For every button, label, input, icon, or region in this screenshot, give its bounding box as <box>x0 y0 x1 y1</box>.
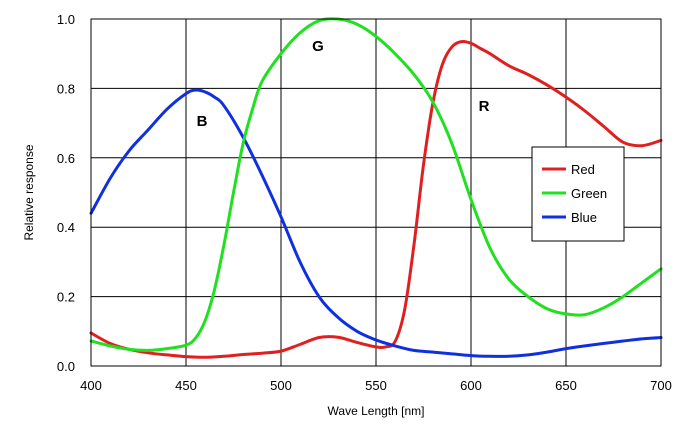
y-tick-label: 1.0 <box>57 12 75 27</box>
series-line-blue <box>89 88 663 358</box>
x-tick-label: 600 <box>460 378 482 393</box>
y-tick-label: 0.2 <box>57 290 75 305</box>
legend: Red Green Blue <box>531 146 625 242</box>
x-tick-label: 700 <box>650 378 672 393</box>
legend-label-red: Red <box>571 162 595 177</box>
x-axis-title: Wave Length [nm] <box>328 404 425 418</box>
curve-label-red: R <box>479 98 490 115</box>
y-tick-label: 0.8 <box>57 81 75 96</box>
y-tick-label: 0.0 <box>57 359 75 374</box>
curve-labels: R G B <box>197 38 490 130</box>
x-tick-label: 650 <box>555 378 577 393</box>
x-tick-label: 450 <box>175 378 197 393</box>
y-axis-title: Relative response <box>22 144 36 240</box>
x-tick-label: 550 <box>365 378 387 393</box>
legend-label-blue: Blue <box>571 210 597 225</box>
plot-frame <box>90 18 662 367</box>
x-tick-label: 500 <box>270 378 292 393</box>
curve-label-blue: B <box>197 113 208 130</box>
legend-label-green: Green <box>571 186 607 201</box>
x-tick-label: 400 <box>80 378 102 393</box>
y-tick-label: 0.6 <box>57 151 75 166</box>
tick-labels: 400 450 500 550 600 650 700 0.0 0.2 0.4 0.6 0.8 1.0 <box>57 12 672 393</box>
y-tick-label: 0.4 <box>57 220 75 235</box>
series-line-red <box>89 39 663 359</box>
curve-label-green: G <box>312 38 324 55</box>
